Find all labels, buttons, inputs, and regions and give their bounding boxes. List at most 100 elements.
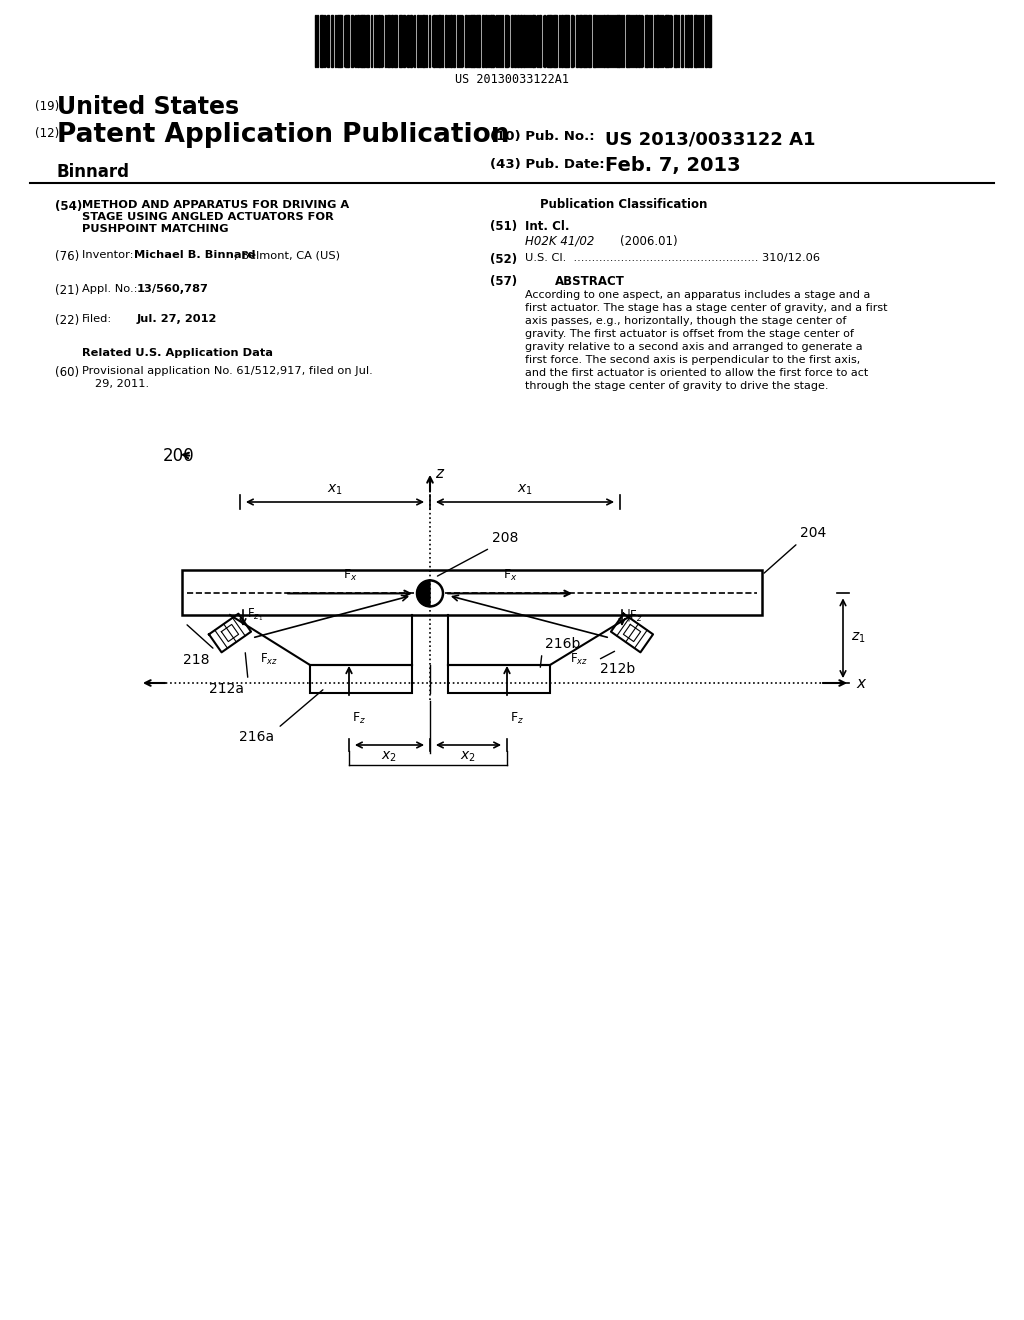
Text: 218: 218 (183, 653, 210, 667)
Bar (324, 15, 325, 67)
Bar (638, 15, 640, 67)
Text: F$_z$: F$_z$ (352, 711, 366, 726)
Bar (449, 665, 550, 693)
Text: (22): (22) (55, 314, 79, 327)
Text: (19): (19) (35, 100, 59, 114)
Text: gravity. The first actuator is offset from the stage center of: gravity. The first actuator is offset fr… (525, 329, 854, 339)
Bar (482, 15, 484, 67)
Bar (577, 15, 579, 67)
Bar (310, 665, 412, 693)
Text: first force. The second axis is perpendicular to the first axis,: first force. The second axis is perpendi… (525, 355, 860, 366)
Bar (498, 15, 500, 67)
Text: (52): (52) (490, 253, 517, 267)
Bar (694, 15, 695, 67)
Text: (21): (21) (55, 284, 79, 297)
Bar (606, 15, 608, 67)
Text: z$_1$: z$_1$ (851, 631, 865, 645)
Bar (525, 15, 527, 67)
Text: 216a: 216a (239, 730, 274, 744)
Bar (594, 15, 596, 67)
Bar (674, 15, 677, 67)
Bar (182, 570, 762, 615)
Bar (618, 15, 621, 67)
Text: F$_z$: F$_z$ (510, 711, 524, 726)
Bar (357, 15, 358, 67)
Text: 216b: 216b (545, 638, 581, 651)
Bar (708, 15, 711, 67)
Bar (488, 15, 489, 67)
Bar (685, 15, 686, 67)
Bar (399, 15, 401, 67)
Text: Michael B. Binnard: Michael B. Binnard (134, 249, 256, 260)
Bar (561, 15, 562, 67)
Bar (465, 15, 467, 67)
Text: (51): (51) (490, 220, 517, 234)
Bar (566, 15, 569, 67)
Bar (479, 15, 480, 67)
Text: Inventor:: Inventor: (82, 249, 140, 260)
Bar (378, 15, 380, 67)
Bar (559, 15, 560, 67)
Bar (517, 15, 518, 67)
Text: PUSHPOINT MATCHING: PUSHPOINT MATCHING (82, 224, 228, 234)
Text: METHOD AND APPARATUS FOR DRIVING A: METHOD AND APPARATUS FOR DRIVING A (82, 201, 349, 210)
Text: US 20130033122A1: US 20130033122A1 (455, 73, 569, 86)
Text: , Belmont, CA (US): , Belmont, CA (US) (234, 249, 340, 260)
Bar (417, 15, 419, 67)
Bar (564, 15, 565, 67)
Bar (527, 15, 529, 67)
Bar (402, 15, 406, 67)
Text: x$_1$: x$_1$ (517, 483, 532, 498)
Text: F$_{xz}$: F$_{xz}$ (570, 652, 588, 667)
Bar (319, 15, 323, 67)
Text: Patent Application Publication: Patent Application Publication (57, 121, 510, 148)
Text: H02K 41/02: H02K 41/02 (525, 235, 594, 248)
Bar (593, 15, 594, 67)
Text: x$_2$: x$_2$ (381, 750, 397, 764)
Bar (355, 15, 356, 67)
Bar (420, 15, 421, 67)
Text: x$_2$: x$_2$ (460, 750, 476, 764)
Text: ABSTRACT: ABSTRACT (555, 275, 625, 288)
Text: (60): (60) (55, 366, 79, 379)
Bar (444, 15, 446, 67)
Text: (10) Pub. No.:: (10) Pub. No.: (490, 129, 599, 143)
Bar (376, 15, 377, 67)
Bar (702, 15, 703, 67)
Bar (364, 15, 366, 67)
Text: axis passes, e.g., horizontally, though the stage center of: axis passes, e.g., horizontally, though … (525, 315, 847, 326)
Bar (387, 15, 390, 67)
Bar (616, 15, 618, 67)
Bar (601, 15, 602, 67)
Bar (690, 15, 692, 67)
Text: Filed:: Filed: (82, 314, 113, 323)
Text: F$_x$: F$_x$ (503, 569, 517, 583)
Bar (670, 15, 671, 67)
Bar (654, 15, 655, 67)
Bar (656, 15, 659, 67)
Text: (43) Pub. Date:: (43) Pub. Date: (490, 158, 604, 172)
Bar (590, 15, 591, 67)
Bar (452, 15, 453, 67)
Text: Binnard: Binnard (57, 162, 130, 181)
Text: first actuator. The stage has a stage center of gravity, and a first: first actuator. The stage has a stage ce… (525, 304, 888, 313)
Bar (345, 15, 348, 67)
Bar (687, 15, 688, 67)
Text: F$_{z_1}$: F$_{z_1}$ (247, 607, 263, 623)
Bar (337, 15, 340, 67)
Text: 200: 200 (163, 447, 195, 465)
Text: United States: United States (57, 95, 240, 119)
Text: 13/560,787: 13/560,787 (137, 284, 209, 294)
Bar (468, 15, 469, 67)
Bar (628, 15, 631, 67)
Bar (633, 15, 634, 67)
Bar (348, 15, 349, 67)
Bar (476, 15, 478, 67)
Bar (340, 15, 342, 67)
Bar (454, 15, 456, 67)
Bar (645, 15, 646, 67)
Text: 204: 204 (800, 525, 826, 540)
Bar (614, 15, 615, 67)
Bar (511, 15, 513, 67)
Bar (583, 15, 584, 67)
